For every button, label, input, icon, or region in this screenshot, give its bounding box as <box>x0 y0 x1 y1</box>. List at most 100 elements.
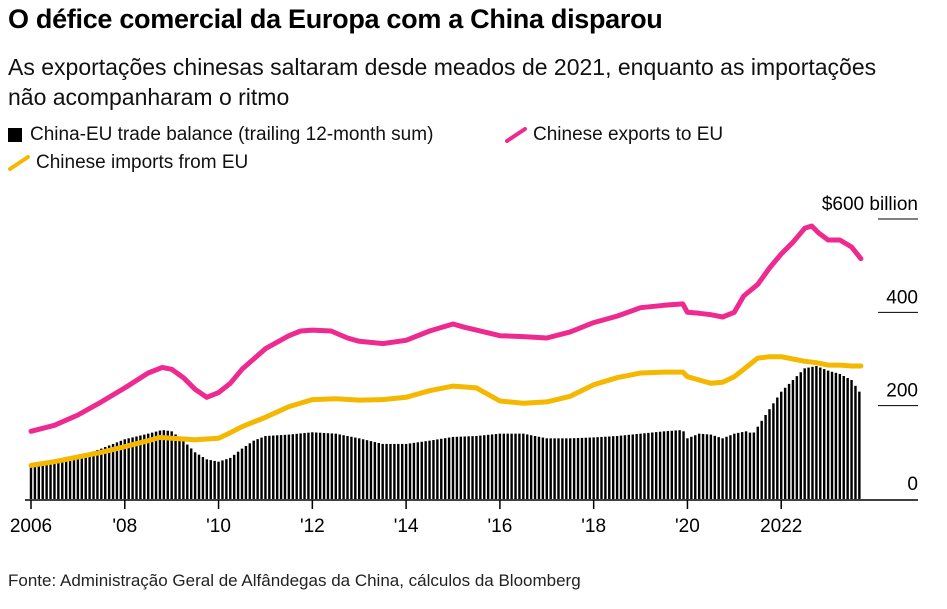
balance-bar <box>428 440 431 499</box>
balance-bar <box>260 437 263 499</box>
balance-bar <box>186 444 189 499</box>
balance-bar <box>490 434 494 499</box>
balance-bar <box>842 375 845 499</box>
balance-bar <box>272 435 275 499</box>
balance-bar <box>514 433 517 499</box>
balance-bar <box>178 437 181 499</box>
balance-bar <box>53 464 56 499</box>
balance-bar <box>717 437 720 499</box>
balance-bar <box>697 433 701 499</box>
balance-bar <box>361 439 365 499</box>
balance-bar <box>725 436 728 499</box>
balance-bar <box>147 433 150 499</box>
balance-bar <box>694 435 697 499</box>
legend-line-yellow-icon <box>8 155 30 171</box>
balance-bar <box>455 436 459 499</box>
legend-item-exports: Chinese exports to EU <box>505 124 723 146</box>
chart-subtitle: As exportações chinesas saltaram desde m… <box>8 54 877 110</box>
balance-bar <box>584 437 588 499</box>
balance-bar <box>608 436 611 499</box>
balance-bar <box>307 432 310 499</box>
balance-bar <box>639 433 642 499</box>
exports-line <box>28 223 864 434</box>
balance-bar <box>385 443 388 499</box>
balance-bar <box>209 460 212 499</box>
balance-bar <box>690 436 693 499</box>
balance-bar <box>611 436 615 499</box>
balance-bar <box>572 438 576 499</box>
balance-bar <box>162 430 166 499</box>
balance-bar <box>858 391 861 499</box>
balance-bar <box>443 438 447 499</box>
balance-bar <box>752 432 756 499</box>
balance-bar <box>670 430 674 499</box>
balance-bar <box>510 433 513 499</box>
balance-bar <box>80 455 83 499</box>
balance-bar <box>33 466 37 499</box>
balance-bar <box>803 368 806 499</box>
balance-bar <box>377 443 380 499</box>
balance-bar <box>471 436 474 499</box>
balance-bar <box>119 440 123 499</box>
balance-bar <box>635 434 638 499</box>
balance-bar <box>705 434 709 499</box>
balance-bar <box>486 434 490 499</box>
y-tick-label: $600 billion <box>822 194 918 215</box>
y-tick-label: 200 <box>886 381 918 402</box>
balance-bar <box>373 442 377 499</box>
x-tick-label: '16 <box>488 516 513 537</box>
balance-bar <box>600 436 603 499</box>
balance-bar <box>291 434 294 499</box>
balance-bar <box>479 435 482 499</box>
balance-bar <box>780 391 783 499</box>
balance-bar <box>850 380 853 499</box>
balance-bar <box>416 442 420 499</box>
balance-bar <box>127 438 130 499</box>
legend-label-imports: Chinese imports from EU <box>36 152 249 173</box>
legend-item-imports: Chinese imports from EU <box>8 152 248 174</box>
balance-bar <box>799 372 802 499</box>
balance-bar <box>549 438 552 499</box>
balance-bar <box>299 433 302 499</box>
x-tick-label: '20 <box>675 516 700 537</box>
balance-bar <box>412 442 416 499</box>
balance-bar <box>139 435 142 499</box>
balance-bar <box>643 433 646 499</box>
balance-bar <box>49 464 52 499</box>
legend-square-icon <box>8 128 22 142</box>
balance-bar <box>342 435 345 499</box>
legend-label-balance: China-EU trade balance (trailing 12-mont… <box>30 124 434 145</box>
balance-bar <box>72 458 76 499</box>
balance-bar <box>41 465 44 499</box>
balance-bar <box>541 437 545 499</box>
balance-bar <box>322 432 326 499</box>
balance-bar <box>815 366 818 499</box>
balance-bar <box>569 438 572 499</box>
balance-bar <box>615 436 619 499</box>
balance-bar <box>447 437 451 499</box>
balance-bar <box>236 451 240 499</box>
balance-bar <box>283 434 287 499</box>
balance-bar <box>658 431 662 499</box>
balance-bar <box>170 431 173 499</box>
balance-bar <box>701 433 705 499</box>
balance-bar <box>45 465 48 499</box>
balance-bar <box>29 467 33 499</box>
balance-bar <box>604 436 607 499</box>
balance-bar <box>772 403 775 499</box>
balance-bar <box>553 438 556 499</box>
balance-bar <box>229 457 232 499</box>
balance-bar <box>631 434 634 499</box>
balance-bar <box>740 432 744 499</box>
balance-bar <box>197 454 201 499</box>
balance-bar <box>623 435 627 499</box>
balance-bar <box>674 430 677 499</box>
balance-bar <box>721 438 724 499</box>
balance-bar <box>123 439 126 499</box>
balance-bar <box>596 437 599 499</box>
balance-bar <box>404 443 408 499</box>
balance-bar <box>279 435 283 499</box>
balance-bar <box>588 437 591 499</box>
balance-bar <box>838 373 842 499</box>
